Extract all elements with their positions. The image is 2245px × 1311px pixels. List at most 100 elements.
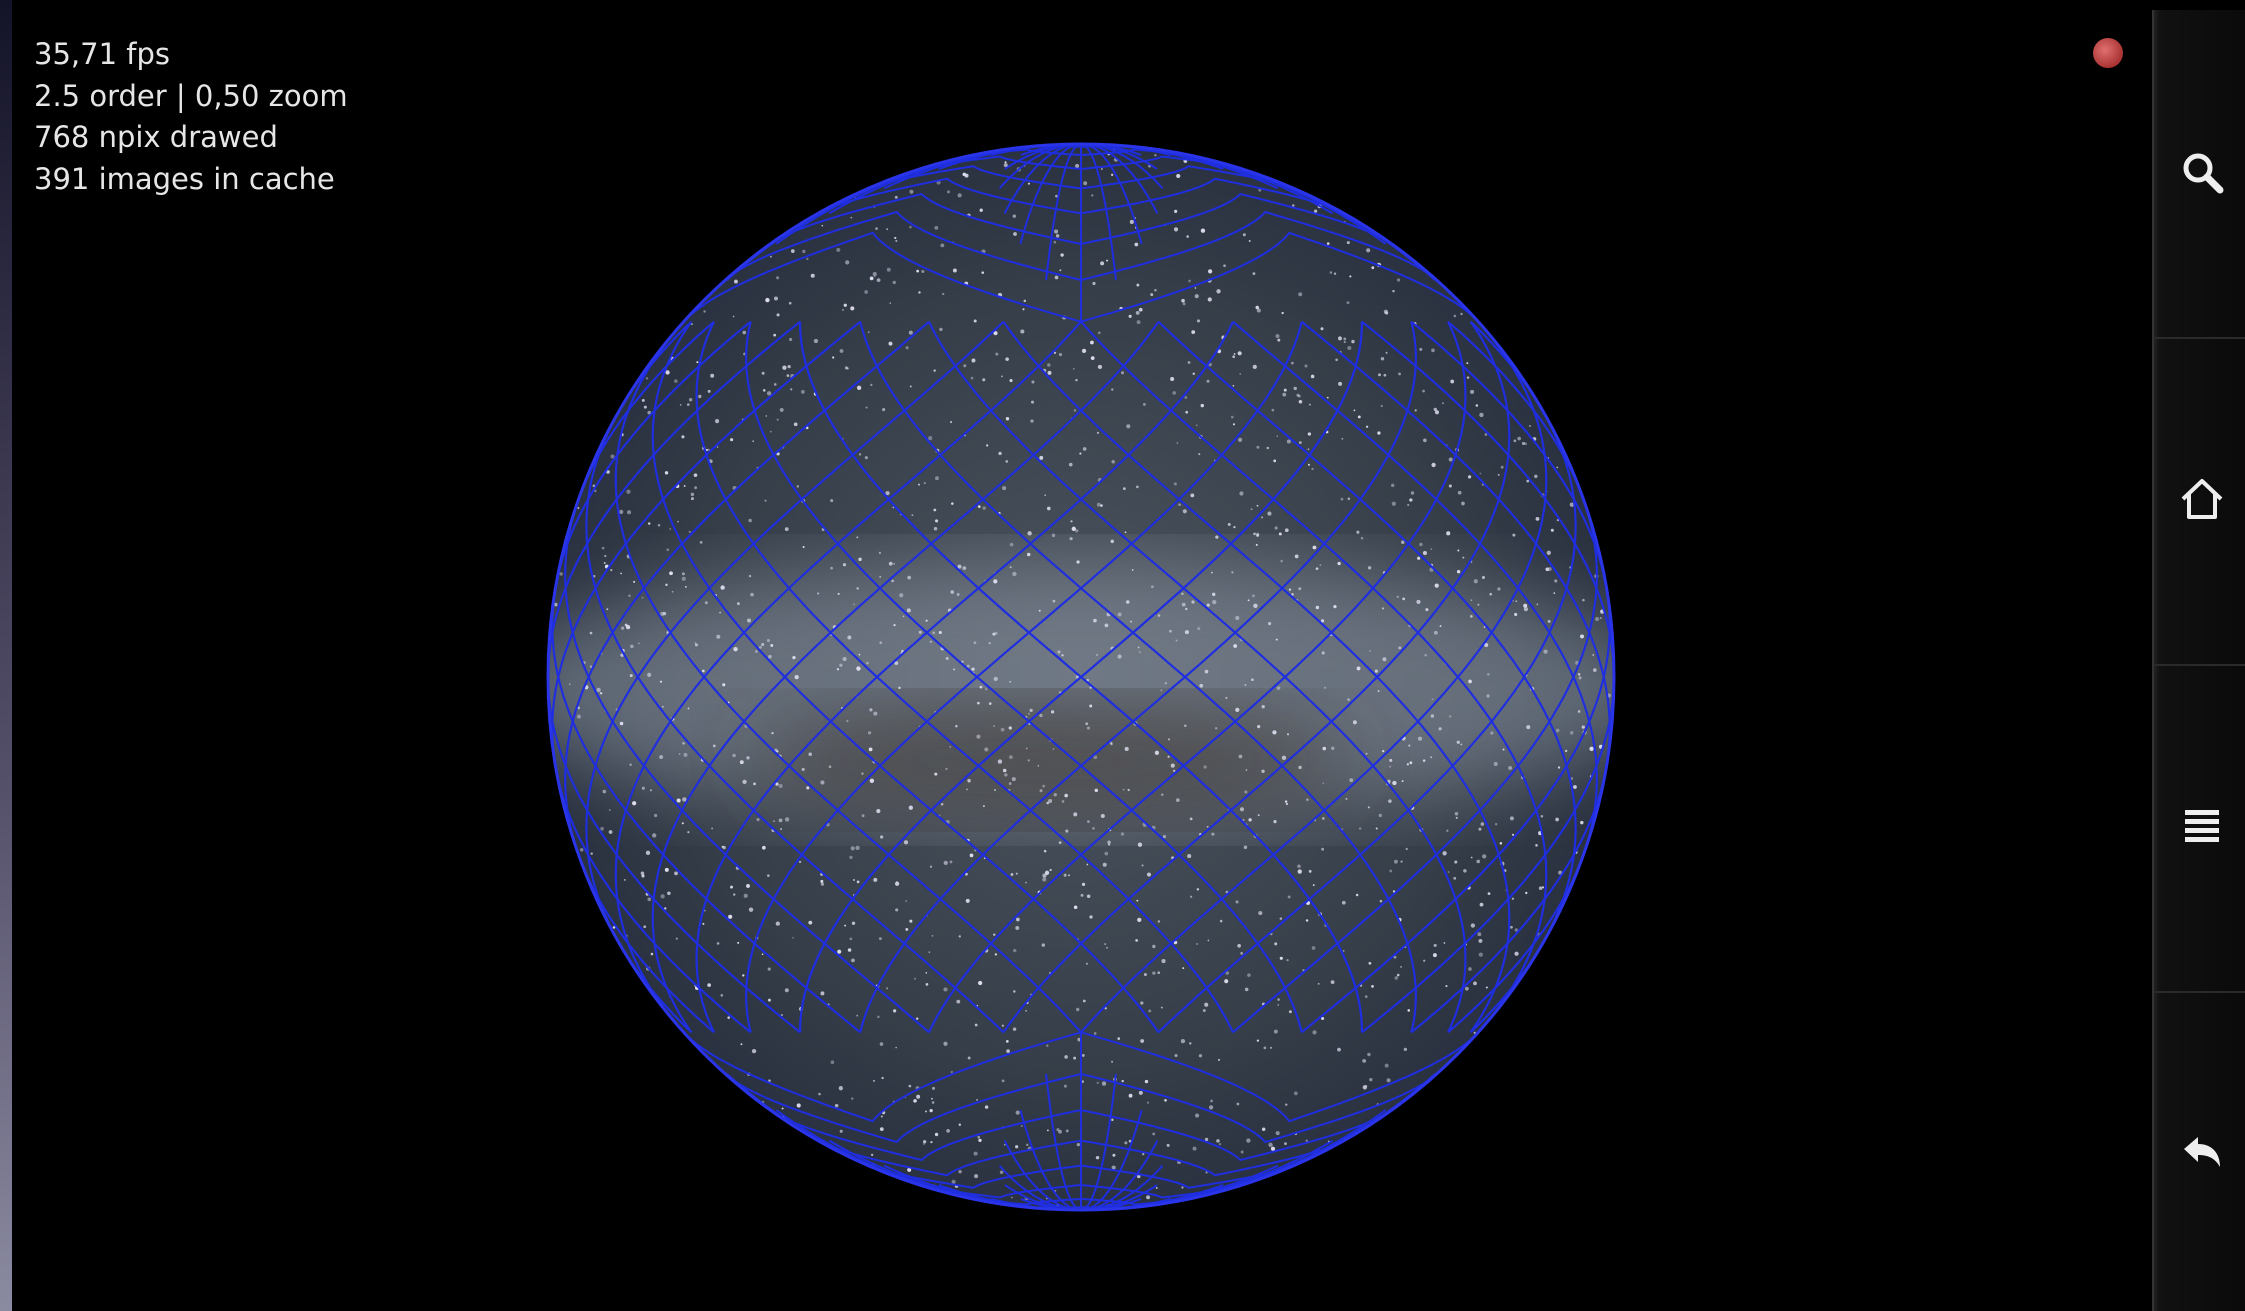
star [1514, 612, 1518, 617]
star [1494, 823, 1498, 826]
star [1536, 603, 1539, 606]
star [606, 608, 609, 611]
star [934, 1132, 939, 1137]
star [1010, 1196, 1013, 1199]
star [1049, 868, 1052, 872]
star [1553, 592, 1556, 594]
star [733, 647, 738, 652]
star [1184, 396, 1188, 399]
star [1592, 654, 1595, 656]
star [612, 926, 616, 929]
star [966, 664, 970, 668]
star [1419, 542, 1423, 547]
star [993, 788, 997, 792]
star [1349, 275, 1352, 278]
star [1205, 1171, 1208, 1174]
star [1478, 938, 1483, 943]
star [679, 404, 682, 406]
home-button[interactable] [2154, 337, 2245, 666]
star [690, 497, 694, 501]
star [1486, 694, 1490, 698]
star [1271, 408, 1275, 412]
star [1015, 917, 1020, 922]
star [667, 891, 671, 896]
star [669, 571, 673, 576]
star [1189, 1042, 1192, 1045]
star [1128, 1093, 1133, 1098]
star [976, 734, 981, 739]
back-button[interactable] [2154, 991, 2245, 1311]
star [1374, 669, 1378, 673]
star [1187, 854, 1192, 859]
star [694, 486, 697, 490]
star [813, 338, 819, 344]
star [1467, 475, 1472, 479]
star [1487, 673, 1490, 676]
star [1202, 1009, 1206, 1012]
star [653, 813, 658, 818]
star [733, 893, 736, 896]
star [761, 642, 765, 647]
star [746, 756, 750, 760]
star [1569, 502, 1575, 507]
star [1448, 457, 1453, 462]
star [1082, 999, 1086, 1003]
star [1323, 686, 1327, 689]
star [875, 227, 878, 230]
star [962, 566, 967, 570]
star [1096, 653, 1099, 656]
star [1181, 592, 1184, 595]
star [836, 247, 841, 252]
star [643, 925, 647, 929]
star [683, 485, 686, 487]
star [1321, 847, 1325, 851]
star [1107, 840, 1111, 845]
star [1204, 669, 1209, 674]
star [866, 661, 869, 665]
star [1311, 946, 1316, 950]
star [1407, 503, 1410, 507]
star [1377, 690, 1380, 693]
star [1048, 798, 1053, 803]
star [610, 569, 613, 572]
star [1333, 605, 1337, 609]
star [1005, 460, 1009, 463]
star [1546, 550, 1551, 555]
star [851, 1097, 854, 1100]
star [909, 189, 914, 194]
star [1197, 627, 1201, 631]
star [982, 805, 985, 808]
star [1338, 381, 1343, 386]
star [1204, 1002, 1209, 1007]
star [1182, 509, 1187, 514]
star [1305, 1139, 1308, 1142]
search-button[interactable] [2154, 10, 2245, 339]
star [977, 1135, 981, 1139]
star [1104, 943, 1107, 945]
star [1384, 1063, 1389, 1068]
star [1468, 679, 1472, 684]
star [1499, 842, 1503, 845]
star [850, 216, 853, 219]
star [1482, 576, 1485, 579]
star [974, 1023, 978, 1027]
star [1480, 822, 1485, 826]
star [1333, 272, 1337, 275]
star [1142, 1153, 1145, 1156]
star [1206, 603, 1210, 607]
star [949, 421, 953, 424]
star [707, 389, 711, 393]
star [969, 853, 974, 858]
star [1497, 473, 1500, 476]
grid-line [1081, 144, 1279, 190]
star [1292, 204, 1295, 207]
star [1225, 696, 1228, 699]
star [727, 1016, 730, 1019]
star [1430, 548, 1433, 550]
menu-button[interactable] [2154, 664, 2245, 993]
star [1102, 862, 1107, 867]
star [788, 301, 792, 305]
star [739, 760, 744, 765]
star [1206, 825, 1209, 828]
